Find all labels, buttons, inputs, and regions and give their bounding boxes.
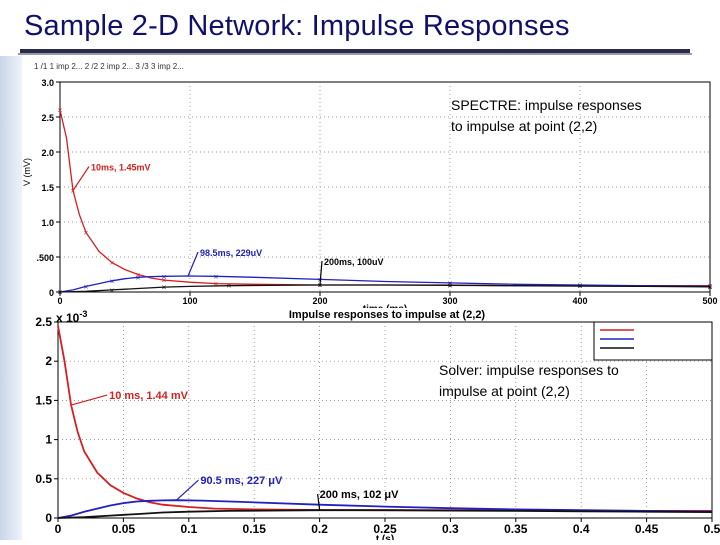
- x-tick-label: 0: [57, 296, 62, 306]
- title-underline: [20, 49, 690, 53]
- series-marker: ×: [58, 106, 63, 115]
- y-tick-label: 1.5: [41, 183, 54, 193]
- series-marker: ×: [110, 259, 115, 268]
- x-tick-label: 0.2: [311, 522, 328, 536]
- y-tick-label: 0.5: [35, 472, 52, 486]
- x-tick-label: 0.1: [180, 522, 197, 536]
- slide-title: Sample 2-D Network: Impulse Responses: [24, 10, 570, 42]
- series-marker: ×: [708, 282, 713, 291]
- series-marker: ×: [136, 271, 141, 280]
- spectre-chart: 0 100 200 300 400 5000.5001.01.52.02.53.0××××…: [22, 62, 718, 315]
- series-marker: ×: [448, 281, 453, 290]
- annotation-pointer: [319, 260, 323, 286]
- slide-title-bar: Sample 2-D Network: Impulse Responses: [0, 0, 720, 56]
- y-exponent-label: x 10-3: [56, 309, 87, 325]
- y-tick-label: 1.5: [35, 393, 52, 407]
- y-axis-label: V (mV): [22, 158, 32, 186]
- spectre-chart-panel: 0 100 200 300 400 500 0.500 1.0 1.5 2.0 2.5 3.0 × × × ×…: [22, 58, 720, 315]
- x-tick-label: 0.5: [704, 522, 720, 536]
- x-tick-label: 400: [572, 296, 587, 306]
- annotation-label: 10 ms, 1.44 mV: [109, 390, 189, 402]
- annotation-pointer: [317, 493, 321, 511]
- x-tick-label: 0: [55, 522, 62, 536]
- x-tick-label: 100: [182, 296, 197, 306]
- series-marker: ×: [162, 283, 167, 292]
- series-marker: ×: [58, 288, 63, 297]
- y-tick-label: 3.0: [41, 78, 54, 88]
- y-tick-label: 2.0: [41, 148, 54, 158]
- x-tick-label: 0.15: [243, 522, 267, 536]
- annotation-pointer: [70, 394, 108, 406]
- series-marker: ×: [708, 282, 713, 291]
- y-tick-label: 1.0: [41, 218, 54, 228]
- series-marker: ×: [448, 279, 453, 288]
- series-marker: ×: [71, 187, 76, 196]
- y-tick-label: 1: [45, 433, 52, 447]
- spectre-note: SPECTRE: impulse responses to impulse at…: [451, 95, 642, 137]
- series-marker: ×: [162, 276, 167, 285]
- series-marker: ×: [136, 273, 141, 282]
- series-marker: ×: [84, 229, 89, 238]
- solver-legend: [593, 321, 713, 361]
- series-marker: ×: [708, 283, 713, 292]
- x-tick-label: 500: [702, 296, 717, 306]
- series-marker: ×: [110, 277, 115, 286]
- annotation-pointer: [175, 479, 199, 501]
- series-marker: ×: [318, 281, 323, 290]
- series-line-3: [57, 509, 713, 519]
- annotation-label: 200ms, 100uV: [324, 257, 384, 267]
- exponent-base: x 10: [56, 311, 80, 325]
- solver-chart: 0 0.05 0.1 0.15 0.2 0.25 0.3 0.35 0.4 0.45 0.5 0 0.5…: [35, 309, 720, 545]
- series-marker: ×: [84, 282, 89, 291]
- y-tick-label: 2.5: [35, 315, 52, 329]
- series-marker: ×: [227, 282, 232, 291]
- solver-chart-panel: 0 0.05 0.1 0.15 0.2 0.25 0.3 0.35 0.4 0.45 0.5 0 0.5…: [22, 308, 720, 545]
- annotation-pointer: [187, 251, 199, 277]
- title-underline-shadow: [18, 53, 692, 55]
- series-line-3: [59, 284, 711, 293]
- annotation-label: 200 ms, 102 μV: [320, 489, 400, 501]
- y-tick-label: .500: [36, 253, 54, 263]
- x-tick-label: 0.35: [504, 522, 528, 536]
- annotation-pointer: [72, 166, 90, 191]
- x-tick-label: 0.25: [373, 522, 397, 536]
- x-tick-label: 0.05: [112, 522, 136, 536]
- solver-note: Solver: impulse responses to impulse at …: [439, 360, 619, 402]
- x-tick-label: 200: [312, 296, 327, 306]
- spectre-note-line2: to impulse at point (2,2): [451, 118, 598, 134]
- spectre-note-line1: SPECTRE: impulse responses: [451, 97, 642, 113]
- x-tick-label: 0.4: [573, 522, 590, 536]
- legend-tabs: 1 /1 1 imp 2... 2 /2 2 imp 2... 3 /3 3 i…: [34, 62, 184, 71]
- series-marker: ×: [162, 272, 167, 281]
- x-axis-label: t (s): [376, 534, 394, 540]
- y-tick-label: 0: [45, 511, 52, 525]
- series-marker: ×: [214, 280, 219, 289]
- annotation-label: 10ms, 1.45mV: [91, 163, 151, 173]
- legend-box: [593, 321, 713, 361]
- series-marker: ×: [110, 286, 115, 295]
- series-marker: ×: [214, 272, 219, 281]
- solver-chart-title: Impulse responses to impulse at (2,2): [289, 309, 486, 321]
- x-tick-label: 0.45: [635, 522, 659, 536]
- annotation-label: 90.5 ms, 227 μV: [200, 475, 283, 487]
- y-tick-label: 2.5: [41, 113, 54, 123]
- solver-note-line2: impulse at point (2,2): [439, 383, 570, 399]
- y-tick-label: 0: [49, 288, 54, 298]
- x-tick-label: 300: [442, 296, 457, 306]
- solver-note-line1: Solver: impulse responses to: [439, 362, 619, 378]
- series-marker: ×: [578, 282, 583, 291]
- annotation-label: 98.5ms, 229uV: [200, 248, 262, 258]
- exponent-power: -3: [79, 309, 87, 319]
- series-line-2: [59, 275, 711, 293]
- y-tick-label: 2: [45, 354, 52, 368]
- slide-side-decoration: [0, 56, 22, 540]
- x-tick-label: 0.3: [442, 522, 459, 536]
